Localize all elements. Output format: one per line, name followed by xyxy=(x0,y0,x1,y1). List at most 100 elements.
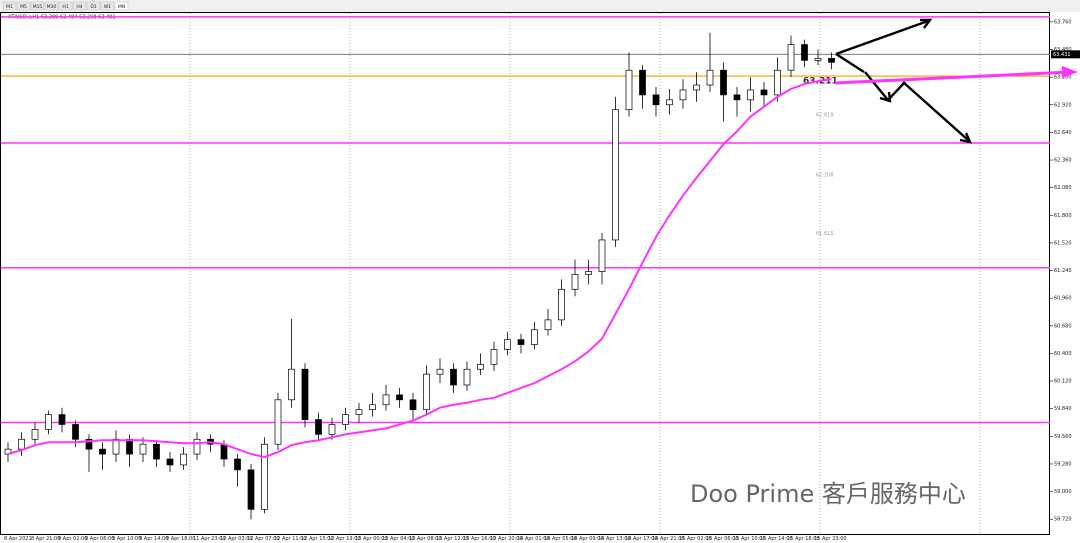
x-tick-label: 13 Apr 04:00 xyxy=(382,536,415,542)
arrow-head xyxy=(879,91,892,103)
x-tick-label: 14 Apr 17:00 xyxy=(625,536,658,542)
toolbar-button xyxy=(2,1,17,11)
last-price-label: 63.431 xyxy=(1053,52,1071,58)
x-tick-label: 9 Apr 10:00 xyxy=(112,536,141,542)
candle-body xyxy=(463,368,471,386)
candle-body xyxy=(625,69,633,111)
x-tick-label: 13 Apr 00:00 xyxy=(355,536,388,542)
candle-body xyxy=(720,69,727,96)
toolbar-label: MN xyxy=(118,4,125,10)
candle-body xyxy=(612,109,619,241)
day-separators xyxy=(189,13,981,534)
candle-body xyxy=(328,424,336,435)
candle-body xyxy=(18,438,25,450)
candle-body xyxy=(274,399,282,445)
toolbar-button xyxy=(86,1,101,11)
candle-body xyxy=(504,339,511,350)
pink-arrow xyxy=(834,66,1078,85)
x-tick-label: 12 Apr 07:00 xyxy=(247,536,280,542)
candle-body xyxy=(355,409,363,415)
candle-body xyxy=(85,438,93,450)
candle-body xyxy=(409,399,417,411)
toolbar-label: D1 xyxy=(90,4,96,10)
forecast-arrows xyxy=(835,18,973,144)
candle-body xyxy=(396,394,403,401)
candle-body xyxy=(679,89,687,101)
y-tick-label: 60.120 xyxy=(1054,379,1072,385)
y-tick-label: 63.760 xyxy=(1054,19,1072,25)
y-tick-label: 58.720 xyxy=(1054,517,1072,523)
x-tick-label: 15 Apr 18:00 xyxy=(787,536,820,542)
y-tick-label: 62.920 xyxy=(1054,102,1072,108)
candle-body xyxy=(544,319,552,331)
candle-body xyxy=(747,89,754,101)
arrow xyxy=(834,70,1071,85)
candle-body xyxy=(112,438,120,455)
candle-body xyxy=(126,438,133,455)
y-tick-label: 59.000 xyxy=(1054,489,1072,495)
candle-body xyxy=(774,69,781,96)
candle-body xyxy=(639,69,646,96)
toolbar: M1 M5 M15 M30 H1 H4 D1 W1 MN xyxy=(2,1,129,11)
candle-body xyxy=(139,443,147,455)
x-tick-label: 15 Apr 23:00 xyxy=(814,536,847,542)
y-tick-label: 61.240 xyxy=(1054,268,1072,274)
candle-body xyxy=(72,424,79,440)
moving-average xyxy=(7,78,832,459)
candle-body xyxy=(517,339,525,345)
toolbar-label: M1 xyxy=(6,4,13,10)
x-tick-label: 15 Apr 06:00 xyxy=(706,536,739,542)
candle-body xyxy=(585,271,592,275)
y-tick-label: 59.560 xyxy=(1054,434,1072,440)
y-tick-label: 61.800 xyxy=(1054,213,1072,219)
candle-body xyxy=(531,329,538,345)
toolbar-button xyxy=(100,1,115,11)
toolbar-button xyxy=(114,1,129,11)
candle-body xyxy=(598,239,606,272)
candle-body xyxy=(801,44,808,61)
y-tick-label: 62.640 xyxy=(1054,130,1072,136)
x-tick-label: 9 Apr 06:00 xyxy=(85,536,114,542)
candle-body xyxy=(423,373,430,411)
candle-body xyxy=(288,368,295,401)
candle-body xyxy=(153,443,160,460)
arrow xyxy=(835,19,929,56)
x-tick-label: 13 Apr 12:00 xyxy=(436,536,469,542)
candle-body xyxy=(382,394,390,406)
toolbar-label: M15 xyxy=(33,4,43,10)
arrow-head xyxy=(959,132,973,144)
candle-body xyxy=(180,453,187,466)
y-tick-label: 59.280 xyxy=(1054,461,1072,467)
candle-body xyxy=(342,414,349,425)
candle-body xyxy=(814,58,822,61)
plot-layer: 58.720 59.000 59.280 59.560 59.840 60.120 60.4… xyxy=(1,16,1080,542)
candle-body xyxy=(166,458,174,466)
last-price-box xyxy=(1051,50,1080,59)
candle-body xyxy=(477,363,484,370)
x-tick-label: 15 Apr 10:00 xyxy=(733,536,766,542)
toolbar-label: W1 xyxy=(104,4,111,10)
arrow-head xyxy=(1062,66,1078,78)
watermark: Doo Prime 客戶服務中心 xyxy=(690,480,966,508)
x-tick-label: 9 Apr 14:00 xyxy=(139,536,168,542)
candle-body xyxy=(652,94,660,106)
candle-body xyxy=(369,404,376,411)
candle-body xyxy=(220,443,228,460)
candle-body xyxy=(45,414,52,430)
candle-body xyxy=(693,84,700,91)
x-tick-label: 14 Apr 09:00 xyxy=(571,536,604,542)
candle-body xyxy=(787,44,795,71)
candle-body xyxy=(99,448,106,455)
toolbar-label: H4 xyxy=(76,4,82,10)
candle-body xyxy=(247,469,255,510)
candle-body xyxy=(666,99,673,106)
y-tick-label: 60.400 xyxy=(1054,351,1072,357)
y-tick-label: 62.360 xyxy=(1054,158,1072,164)
x-tick-label: 15 Apr 02:00 xyxy=(679,536,712,542)
x-tick-label: 12 Apr 19:00 xyxy=(328,536,361,542)
y-tick-label: 61.520 xyxy=(1054,240,1072,246)
x-tick-label: 12 Apr 11:00 xyxy=(274,536,307,542)
x-tick-label: 14 Apr 01:00 xyxy=(517,536,550,542)
